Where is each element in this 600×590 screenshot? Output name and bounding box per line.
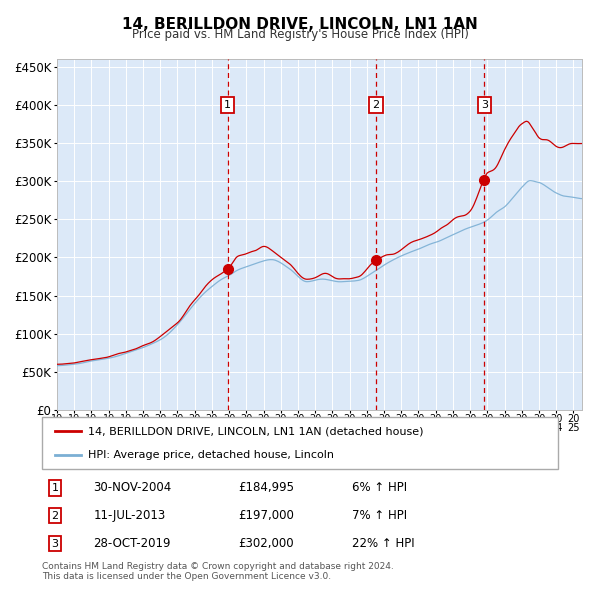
Text: This data is licensed under the Open Government Licence v3.0.: This data is licensed under the Open Gov… — [42, 572, 331, 581]
Text: 14, BERILLDON DRIVE, LINCOLN, LN1 1AN (detached house): 14, BERILLDON DRIVE, LINCOLN, LN1 1AN (d… — [88, 426, 424, 436]
Text: Price paid vs. HM Land Registry's House Price Index (HPI): Price paid vs. HM Land Registry's House … — [131, 28, 469, 41]
Text: 11-JUL-2013: 11-JUL-2013 — [94, 509, 166, 522]
Text: 7% ↑ HPI: 7% ↑ HPI — [352, 509, 407, 522]
Text: 1: 1 — [52, 483, 58, 493]
Text: 14, BERILLDON DRIVE, LINCOLN, LN1 1AN: 14, BERILLDON DRIVE, LINCOLN, LN1 1AN — [122, 17, 478, 31]
Text: 2: 2 — [373, 100, 380, 110]
Text: 2: 2 — [52, 511, 58, 520]
Text: £302,000: £302,000 — [238, 537, 294, 550]
Text: 3: 3 — [52, 539, 58, 549]
Text: £197,000: £197,000 — [238, 509, 294, 522]
Text: Contains HM Land Registry data © Crown copyright and database right 2024.: Contains HM Land Registry data © Crown c… — [42, 562, 394, 571]
Text: £184,995: £184,995 — [238, 481, 294, 494]
Text: 3: 3 — [481, 100, 488, 110]
Text: 1: 1 — [224, 100, 231, 110]
Text: 30-NOV-2004: 30-NOV-2004 — [94, 481, 172, 494]
Text: 22% ↑ HPI: 22% ↑ HPI — [352, 537, 414, 550]
Text: 28-OCT-2019: 28-OCT-2019 — [94, 537, 171, 550]
Text: HPI: Average price, detached house, Lincoln: HPI: Average price, detached house, Linc… — [88, 450, 334, 460]
Text: 6% ↑ HPI: 6% ↑ HPI — [352, 481, 407, 494]
